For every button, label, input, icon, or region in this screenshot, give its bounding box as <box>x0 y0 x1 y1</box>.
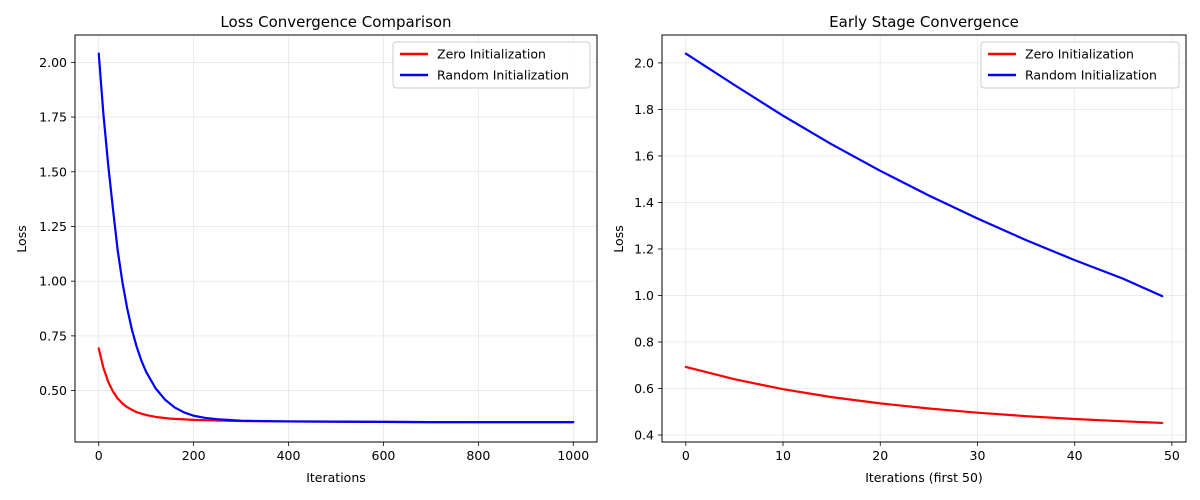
x-tick-label: 10 <box>775 448 791 463</box>
x-axis-label: Iterations (first 50) <box>865 470 983 485</box>
chart-panel-left: Loss Convergence Comparison Iterations L… <box>14 13 598 485</box>
legend: Zero Initialization Random Initializatio… <box>980 41 1180 89</box>
x-tick-label: 600 <box>372 448 396 463</box>
y-tick-label: 1.6 <box>634 148 654 163</box>
y-tick-label: 1.00 <box>39 274 67 289</box>
plot-frame <box>661 34 1187 443</box>
y-tick-label: 1.75 <box>39 110 67 125</box>
legend-box <box>980 41 1180 89</box>
x-tick-label: 400 <box>277 448 301 463</box>
legend-label-random-initialization: Random Initialization <box>437 68 569 83</box>
x-tick-label: 20 <box>872 448 888 463</box>
chart-title: Early Stage Convergence <box>829 13 1019 31</box>
series-line-random-initialization <box>97 52 575 424</box>
series-line-zero-initialization <box>684 365 1164 425</box>
y-tick-label: 0.8 <box>634 334 654 349</box>
plot-frame <box>74 34 598 443</box>
y-tick-label: 1.25 <box>39 219 67 234</box>
y-tick-label: 0.6 <box>634 381 654 396</box>
x-tick-label: 0 <box>95 448 103 463</box>
y-tick-label: 1.2 <box>634 241 654 256</box>
x-tick-label: 0 <box>682 448 690 463</box>
x-tick-label: 800 <box>466 448 490 463</box>
y-tick-label: 2.00 <box>39 55 67 70</box>
y-tick-label: 2.0 <box>634 55 654 70</box>
x-tick-label: 30 <box>970 448 986 463</box>
y-axis-label: Loss <box>611 225 626 252</box>
series-line-random-initialization <box>684 52 1164 298</box>
chart-panel-right: Early Stage Convergence Iterations (firs… <box>611 13 1187 485</box>
legend-label-random-initialization: Random Initialization <box>1025 68 1157 83</box>
y-tick-label: 0.50 <box>39 383 67 398</box>
x-tick-label: 1000 <box>557 448 589 463</box>
x-tick-label: 40 <box>1067 448 1083 463</box>
y-tick-label: 1.50 <box>39 164 67 179</box>
x-tick-label: 50 <box>1164 448 1180 463</box>
x-axis-label: Iterations <box>306 470 366 485</box>
y-tick-label: 0.75 <box>39 328 67 343</box>
legend-label-zero-initialization: Zero Initialization <box>1025 47 1134 62</box>
x-tick-label: 200 <box>182 448 206 463</box>
y-axis-label: Loss <box>14 225 29 252</box>
legend: Zero Initialization Random Initializatio… <box>392 41 591 89</box>
chart-title: Loss Convergence Comparison <box>220 13 451 31</box>
y-tick-label: 1.0 <box>634 288 654 303</box>
y-tick-label: 0.4 <box>634 428 654 443</box>
y-tick-label: 1.4 <box>634 195 654 210</box>
y-tick-label: 1.8 <box>634 102 654 117</box>
legend-box <box>392 41 591 89</box>
legend-label-zero-initialization: Zero Initialization <box>437 47 546 62</box>
